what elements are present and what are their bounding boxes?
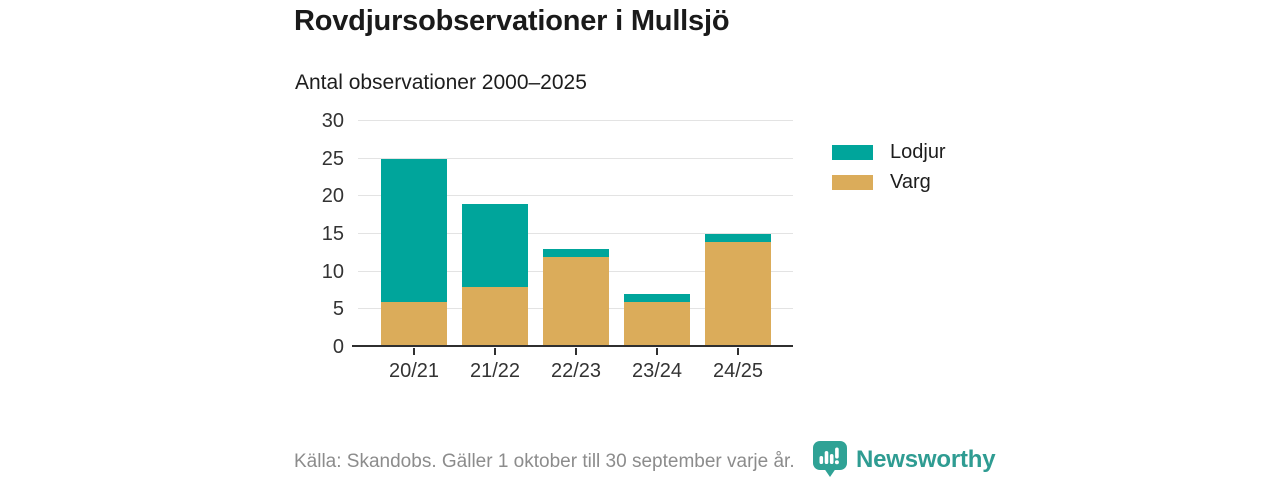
bar-24/25-lodjur (705, 234, 771, 242)
plot-area: 0 5 10 15 20 25 30 20/21 21/22 22/23 23/24 24/25 (322, 110, 793, 382)
x-axis-label-22/23: 22/23 (550, 360, 602, 382)
legend-label: Lodjur (890, 141, 946, 163)
y-axis-label-20: 20 (321, 185, 344, 208)
bar-23/24-lodjur (624, 294, 690, 302)
bar-23/24-varg (624, 301, 690, 347)
x-tick-23/24 (656, 348, 658, 355)
legend-swatch-lodjur (832, 145, 873, 160)
x-axis-line (352, 345, 793, 347)
x-tick-22/23 (575, 348, 577, 355)
gridline-15 (358, 233, 793, 234)
gridline-20 (358, 195, 793, 197)
newsworthy-logo: Newsworthy (813, 441, 996, 478)
chart-subtitle: Antal observationer 2000–2025 (295, 71, 587, 94)
x-tick-24/25 (737, 348, 739, 355)
legend-item-varg: Varg (832, 171, 946, 193)
y-axis-label-25: 25 (321, 147, 344, 170)
bar-22/23-varg (543, 256, 609, 347)
legend-item-lodjur: Lodjur (832, 141, 946, 163)
gridline-30 (358, 120, 793, 121)
x-axis-label-21/22: 21/22 (469, 360, 521, 382)
newsworthy-logo-icon (813, 441, 847, 477)
x-tick-20/21 (413, 348, 415, 355)
y-axis-label-10: 10 (321, 260, 344, 283)
legend-swatch-varg (832, 175, 873, 190)
legend: Lodjur Varg (832, 141, 946, 203)
chart-title: Rovdjursobservationer i Mullsjö (294, 5, 730, 37)
bar-22/23-lodjur (543, 249, 609, 257)
gridline-25 (358, 157, 793, 159)
y-axis-label-0: 0 (332, 336, 344, 358)
y-axis-label-15: 15 (321, 223, 344, 245)
y-axis-label-5: 5 (332, 298, 344, 321)
y-axis-label-30: 30 (321, 110, 344, 132)
x-axis-label-24/25: 24/25 (712, 360, 764, 382)
x-axis-label-20/21: 20/21 (388, 360, 440, 382)
source-note: Källa: Skandobs. Gäller 1 oktober till 3… (294, 451, 795, 472)
bar-21/22-varg (462, 286, 528, 347)
bar-20/21-varg (381, 301, 447, 347)
legend-label: Varg (890, 171, 931, 193)
newsworthy-wordmark: Newsworthy (856, 445, 996, 473)
x-tick-21/22 (494, 348, 496, 355)
bar-21/22-lodjur (462, 203, 528, 287)
x-axis-label-23/24: 23/24 (631, 360, 683, 382)
bar-20/21-lodjur (381, 158, 447, 302)
bar-24/25-varg (705, 241, 771, 347)
